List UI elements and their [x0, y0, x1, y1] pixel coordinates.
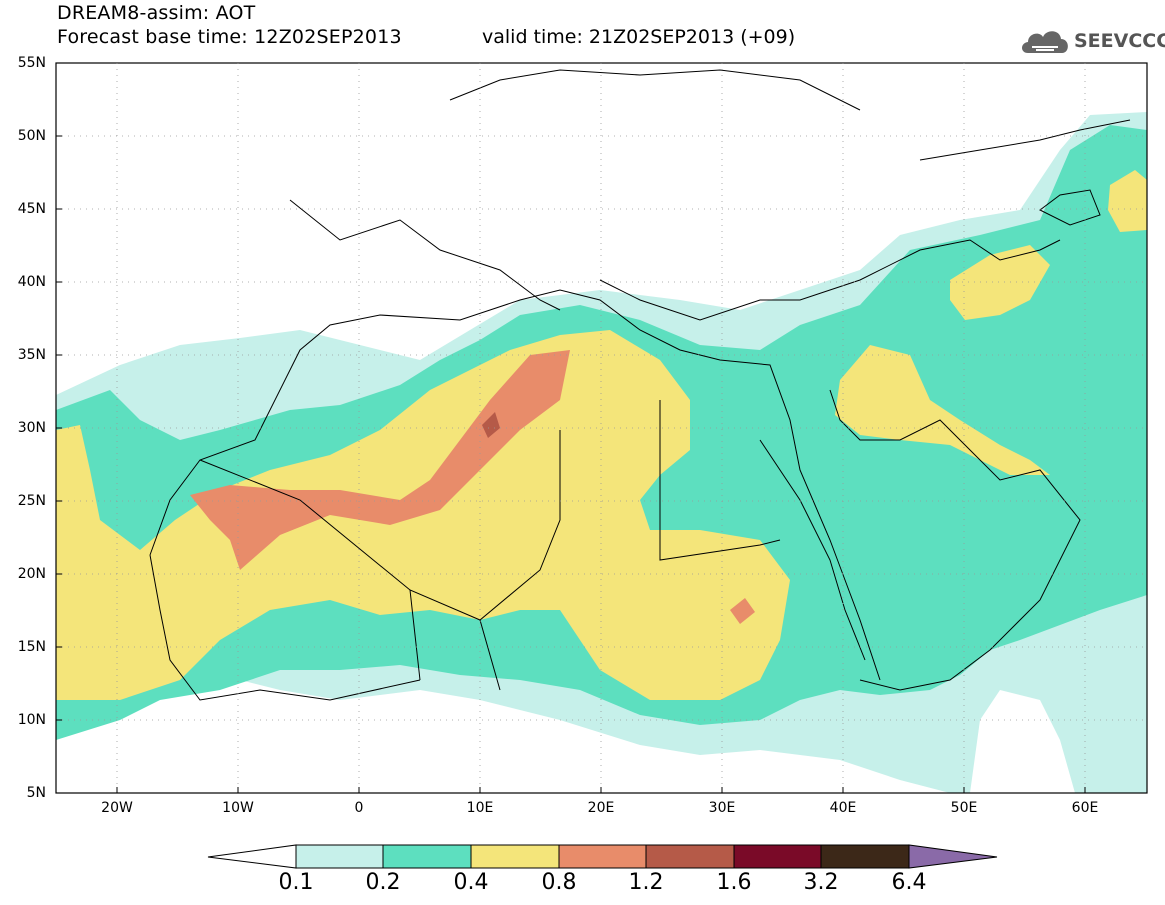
colorbar-swatch-5 [645, 844, 735, 869]
lat-label: 50N [17, 128, 46, 144]
aot-contour-0.4-east [835, 345, 1050, 475]
lon-label: 30E [708, 800, 736, 816]
colorbar-label: 0.2 [365, 870, 401, 895]
forecast-base-time: Forecast base time: 12Z02SEP2013 [57, 26, 402, 48]
coastlines [149, 69, 1131, 701]
aot-contour-0.8-sudan [730, 598, 755, 624]
colorbar-label: 0.8 [541, 870, 577, 895]
lon-label: 20E [587, 800, 615, 816]
colorbar-label: 6.4 [891, 870, 927, 895]
aot-contour-0.8 [190, 350, 570, 570]
colorbar-label: 0.1 [278, 870, 314, 895]
valid-time: valid time: 21Z02SEP2013 (+09) [482, 26, 796, 48]
map-title: DREAM8-assim: AOT [57, 2, 256, 24]
lat-label: 10N [17, 712, 46, 728]
lon-label: 0 [354, 800, 364, 816]
colorbar [207, 844, 998, 869]
lat-label: 15N [17, 639, 46, 655]
lon-label: 10W [222, 800, 254, 816]
lat-label: 55N [17, 55, 46, 71]
logo-text: SEEVCCC [1074, 30, 1165, 52]
lat-label: 5N [26, 785, 46, 801]
aot-contour-1.2 [482, 412, 500, 438]
lat-label: 30N [17, 420, 46, 436]
colorbar-swatch-6 [733, 844, 822, 869]
colorbar-label: 1.2 [628, 870, 664, 895]
colorbar-swatch-3 [470, 844, 560, 869]
aot-shading [56, 112, 1147, 793]
colorbar-swatch-1 [295, 844, 384, 869]
lat-label: 25N [17, 493, 46, 509]
aot-contour-0.4-caspian [950, 245, 1050, 320]
lon-label: 60E [1071, 800, 1099, 816]
lat-label: 40N [17, 274, 46, 290]
colorbar-swatch-2 [382, 844, 472, 869]
colorbar-high-arrow [908, 844, 998, 869]
colorbar-label: 0.4 [453, 870, 489, 895]
lon-label: 50E [950, 800, 978, 816]
aot-contour-0.4-aral [1108, 170, 1147, 232]
colorbar-low-arrow [207, 844, 297, 869]
colorbar-swatch-4 [558, 844, 647, 869]
lat-label: 45N [17, 201, 46, 217]
lon-label: 20W [101, 800, 133, 816]
colorbar-label: 1.6 [716, 870, 752, 895]
seevccc-logo: SEEVCCC [1018, 21, 1165, 61]
lat-label: 35N [17, 347, 46, 363]
lat-label: 20N [17, 566, 46, 582]
ticks [56, 62, 1086, 793]
lon-label: 10E [466, 800, 494, 816]
colorbar-label: 3.2 [803, 870, 839, 895]
colorbar-swatch-7 [820, 844, 910, 869]
lon-label: 40E [829, 800, 857, 816]
cloud-icon [1022, 31, 1068, 53]
